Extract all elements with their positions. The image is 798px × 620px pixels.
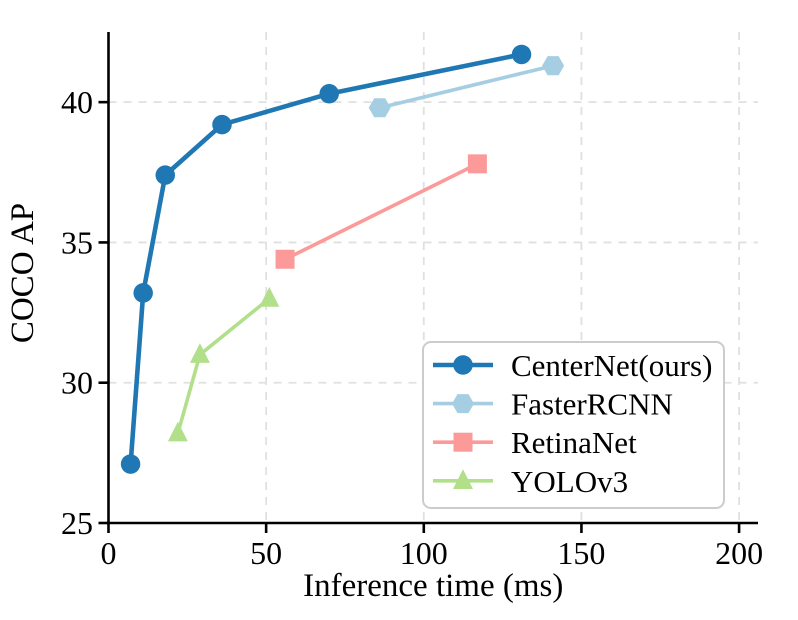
legend-label: FasterRCNN xyxy=(511,387,673,422)
fasterrcnn-marker xyxy=(368,98,391,118)
centernet-ours-marker xyxy=(511,44,532,65)
x-tick-label: 100 xyxy=(400,535,448,571)
x-tick-label: 200 xyxy=(715,535,763,571)
series-retinanet xyxy=(275,154,487,269)
axis-ticks xyxy=(98,100,741,533)
legend-swatch-square-marker xyxy=(453,432,473,452)
x-tick-label: 150 xyxy=(557,535,605,571)
y-tick-label: 30 xyxy=(61,365,93,401)
legend-item-centernet-ours: CenterNet(ours) xyxy=(433,348,712,383)
axes-spines xyxy=(107,32,758,525)
y-tick-label: 40 xyxy=(61,84,93,120)
legend-item-yolov3: YOLOv3 xyxy=(433,464,628,499)
centernet-ours-marker xyxy=(133,283,153,303)
legend-box xyxy=(422,341,725,509)
legend-swatch-circle-marker xyxy=(453,355,473,375)
centernet-ours-marker xyxy=(212,114,232,135)
centernet-ours-marker xyxy=(319,83,339,104)
yolov3-marker xyxy=(167,421,188,442)
series-fasterrcnn xyxy=(368,56,565,118)
legend-swatch-hexagon-marker xyxy=(452,394,474,414)
series-centernet-ours xyxy=(120,44,532,474)
y-tick-label: 25 xyxy=(61,505,93,541)
fasterrcnn-marker xyxy=(542,56,565,76)
x-axis-label: Inference time (ms) xyxy=(303,568,563,604)
yolov3-marker xyxy=(259,287,280,307)
legend-label: YOLOv3 xyxy=(511,464,628,499)
retinanet-marker xyxy=(467,154,487,174)
legend-item-retinanet: RetinaNet xyxy=(433,425,637,460)
y-axis-label: COCO AP xyxy=(5,203,41,343)
legend-label: RetinaNet xyxy=(511,425,637,460)
legend-swatch-triangle-marker xyxy=(453,469,473,489)
centernet-ours-marker xyxy=(155,165,176,185)
legend-item-fasterrcnn: FasterRCNN xyxy=(433,387,673,422)
yolov3-marker xyxy=(189,343,210,363)
centernet-ours-marker xyxy=(120,454,141,474)
series-line-fasterrcnn xyxy=(377,63,555,110)
retinanet-marker xyxy=(275,249,295,269)
x-tick-label: 0 xyxy=(101,535,117,571)
legend-label: CenterNet(ours) xyxy=(511,348,712,383)
series-line-retinanet xyxy=(283,162,480,262)
series-yolov3 xyxy=(167,287,280,442)
x-tick-label: 50 xyxy=(250,535,282,571)
series-line-centernet-ours xyxy=(128,52,524,467)
y-tick-label: 35 xyxy=(61,224,93,260)
